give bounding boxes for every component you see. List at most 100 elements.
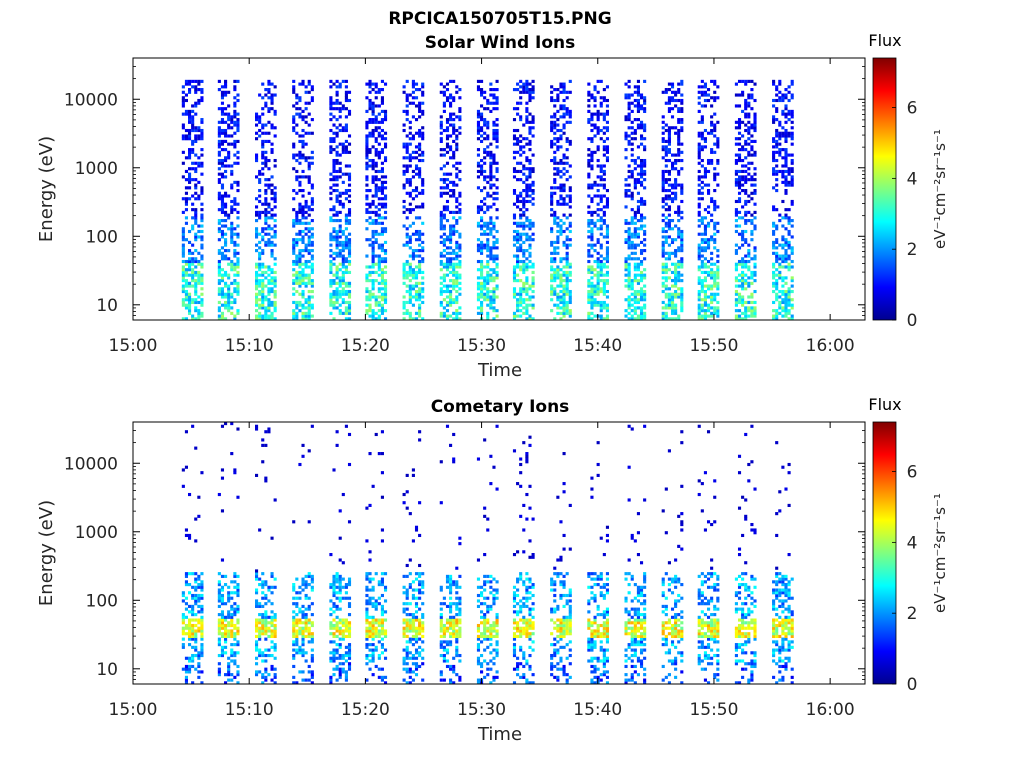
spectrogram-cell (781, 96, 784, 99)
spectrogram-cell (440, 290, 443, 293)
spectrogram-cell (449, 298, 452, 301)
spectrogram-cell (603, 173, 606, 176)
spectrogram-cell (378, 287, 381, 290)
spectrogram-cell (516, 255, 519, 258)
spectrogram-cell (440, 140, 443, 143)
spectrogram-cell (191, 298, 194, 301)
spectrogram-cell (781, 285, 784, 288)
spectrogram-cell (274, 186, 277, 189)
spectrogram-cell (336, 268, 339, 271)
spectrogram-cell (701, 164, 704, 167)
spectrogram-cell (674, 290, 677, 293)
spectrogram-cell (271, 192, 274, 195)
spectrogram-cell (784, 115, 787, 118)
spectrogram-cell (311, 279, 314, 282)
spectrogram-cell (643, 312, 646, 315)
spectrogram-cell (440, 115, 443, 118)
spectrogram-cell (274, 126, 277, 129)
spectrogram-cell (409, 154, 412, 157)
spectrogram-cell (305, 301, 308, 304)
spectrogram-cell (308, 298, 311, 301)
spectrogram-cell (446, 260, 449, 263)
spectrogram-cell (772, 290, 775, 293)
spectrogram-cell (587, 194, 590, 197)
spectrogram-cell (477, 268, 480, 271)
spectrogram-cell (528, 83, 531, 86)
spectrogram-cell (628, 246, 631, 249)
spectrogram-cell (522, 222, 525, 225)
spectrogram-cell (230, 233, 233, 236)
spectrogram-cell (492, 244, 495, 247)
spectrogram-cell (384, 301, 387, 304)
spectrogram-cell (784, 306, 787, 309)
spectrogram-cell (662, 184, 665, 187)
spectrogram-cell (566, 255, 569, 258)
spectrogram-cell (606, 255, 609, 258)
spectrogram-cell (643, 274, 646, 277)
spectrogram-cell (662, 156, 665, 159)
spectrogram-cell (569, 140, 572, 143)
spectrogram-cell (182, 274, 185, 277)
spectrogram-cell (415, 298, 418, 301)
spectrogram-cell (640, 214, 643, 217)
spectrogram-cell (455, 246, 458, 249)
spectrogram-cell (528, 265, 531, 268)
spectrogram-cell (403, 301, 406, 304)
spectrogram-cell (339, 154, 342, 157)
spectrogram-cell (628, 301, 631, 304)
spectrogram-cell (741, 285, 744, 288)
spectrogram-cell (440, 235, 443, 238)
spectrogram-cell (342, 265, 345, 268)
spectrogram-cell (446, 134, 449, 137)
spectrogram-cell (600, 301, 603, 304)
spectrogram-cell (409, 265, 412, 268)
spectrogram-cell (704, 298, 707, 301)
spectrogram-cell (643, 298, 646, 301)
spectrogram-cell (227, 304, 230, 307)
spectrogram-cell (698, 295, 701, 298)
spectrogram-cell (556, 200, 559, 203)
spectrogram-cell (784, 244, 787, 247)
spectrogram-cell (421, 154, 424, 157)
spectrogram-cell (409, 312, 412, 315)
spectrogram-cell (261, 107, 264, 110)
spectrogram-cell (775, 268, 778, 271)
spectrogram-cell (372, 282, 375, 285)
spectrogram-cell (556, 173, 559, 176)
spectrogram-cell (671, 263, 674, 266)
spectrogram-cell (455, 134, 458, 137)
spectrogram-cell (668, 132, 671, 135)
spectrogram-cell (713, 129, 716, 132)
spectrogram-cell (735, 230, 738, 233)
spectrogram-cell (713, 113, 716, 116)
spectrogram-cell (381, 192, 384, 195)
spectrogram-cell (267, 233, 270, 236)
spectrogram-cell (483, 170, 486, 173)
spectrogram-cell (336, 162, 339, 165)
spectrogram-cell (550, 227, 553, 230)
spectrogram-cell (597, 148, 600, 151)
spectrogram-cell (332, 214, 335, 217)
spectrogram-cell (753, 189, 756, 192)
spectrogram-cell (271, 189, 274, 192)
spectrogram-cell (188, 605, 191, 608)
spectrogram-cell (378, 246, 381, 249)
spectrogram-cell (421, 257, 424, 260)
spectrogram-cell (698, 205, 701, 208)
spectrogram-cell (483, 287, 486, 290)
spectrogram-cell (372, 162, 375, 165)
spectrogram-cell (443, 306, 446, 309)
spectrogram-cell (230, 224, 233, 227)
spectrogram-cell (455, 173, 458, 176)
spectrogram-cell (744, 238, 747, 241)
spectrogram-cell (519, 102, 522, 105)
spectrogram-cell (513, 222, 516, 225)
spectrogram-cell (255, 301, 258, 304)
spectrogram-cell (665, 208, 668, 211)
spectrogram-cell (753, 271, 756, 274)
spectrogram-cell (332, 230, 335, 233)
spectrogram-cell (227, 276, 230, 279)
spectrogram-cell (600, 287, 603, 290)
spectrogram-cell (221, 274, 224, 277)
